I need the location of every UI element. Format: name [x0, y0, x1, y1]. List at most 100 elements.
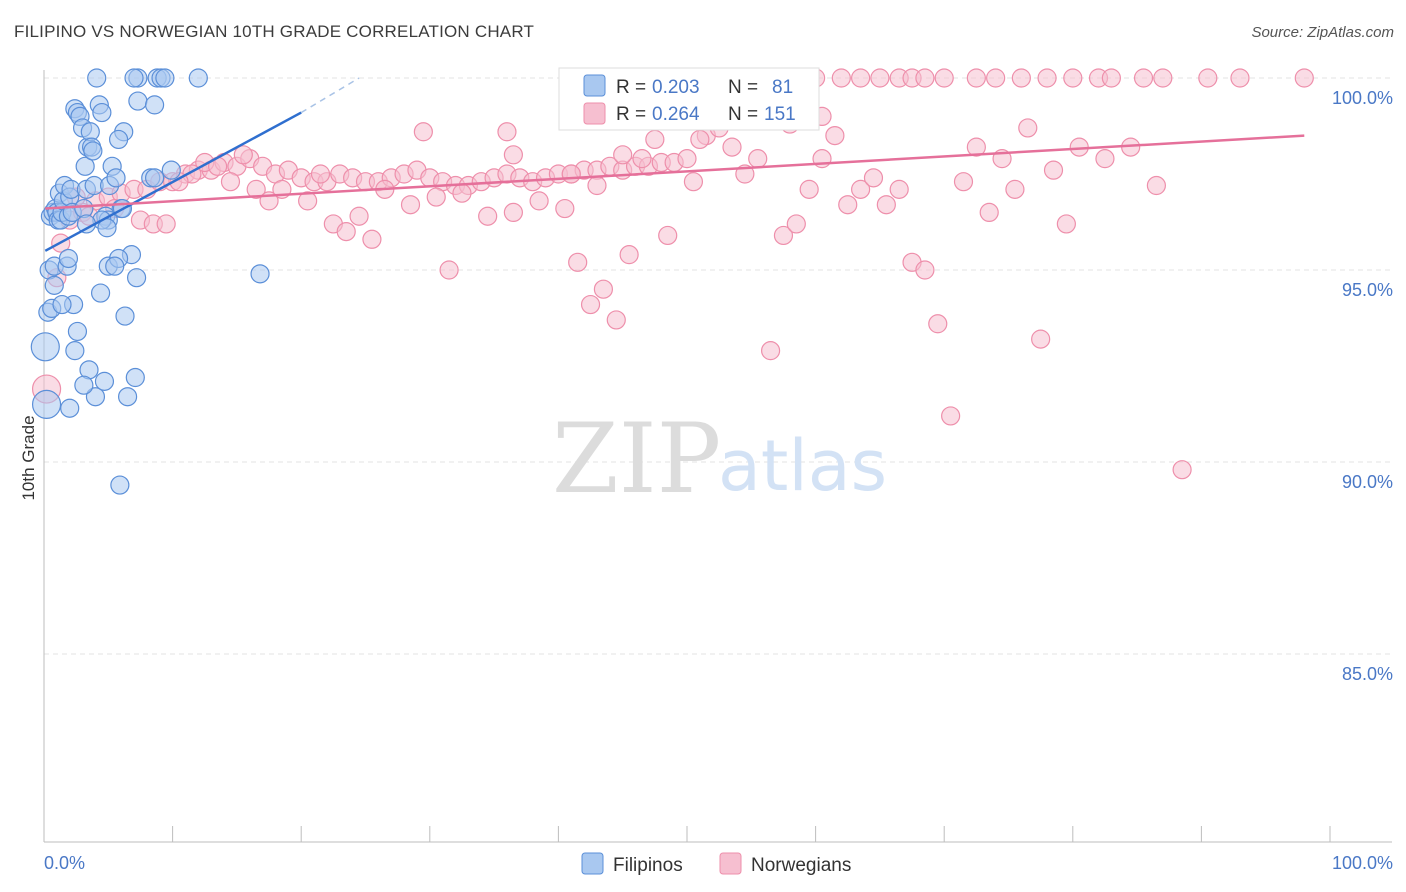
norwegians-point [863, 168, 884, 188]
y-tick-label-0: 100.0% [1332, 88, 1393, 108]
x-tick-label-min: 0.0% [44, 853, 85, 873]
filipinos-point [126, 268, 147, 288]
filipinos-point [128, 91, 148, 111]
watermark-zip: ZIP [552, 403, 721, 515]
filipinos-point [117, 387, 138, 407]
norwegians-point [503, 145, 523, 165]
legend-swatch-filipinos [583, 74, 606, 97]
norwegians-point [1153, 68, 1173, 88]
norwegians-point [851, 179, 871, 199]
norwegians-point [1146, 175, 1166, 196]
x-tick-label-max: 100.0% [1332, 853, 1393, 873]
norwegians-point [831, 68, 851, 88]
norwegians-point [677, 149, 697, 169]
filipinos-point [31, 389, 62, 419]
filipinos-point [144, 168, 165, 188]
norwegians-point [310, 164, 331, 184]
norwegians-point [1133, 68, 1154, 88]
x-ticks [43, 826, 1331, 842]
filipinos-point [58, 248, 79, 269]
norwegians-point [825, 126, 845, 146]
norwegians-point [986, 68, 1006, 88]
filipinos-trendline-extension [300, 77, 360, 114]
norwegians-point [452, 183, 472, 203]
norwegians-point [298, 191, 318, 211]
norwegians-trendline [45, 134, 1305, 210]
series-legend: Filipinos Norwegians [581, 852, 851, 876]
y-tick-label-3: 85.0% [1342, 664, 1393, 684]
norwegians-point [1037, 68, 1057, 88]
filipinos-point [65, 341, 85, 361]
norwegians-point [632, 149, 652, 169]
chart-title: FILIPINO VS NORWEGIAN 10TH GRADE CORRELA… [14, 22, 535, 41]
filipinos-point [87, 68, 107, 88]
norwegians-point [580, 294, 601, 315]
filipinos-point [115, 306, 135, 326]
norwegians-point [593, 279, 614, 299]
filipinos-point [90, 283, 111, 303]
norwegians-point [760, 341, 781, 361]
filipinos-point [144, 95, 165, 115]
norwegians-point [1294, 68, 1314, 88]
y-axis-label: 10th Grade [19, 415, 38, 500]
y-tick-label-2: 90.0% [1342, 472, 1393, 492]
norwegians-point [1198, 68, 1218, 88]
watermark: ZIP atlas [552, 403, 887, 515]
filipinos-point [74, 375, 94, 395]
axes [43, 70, 1392, 843]
filipinos-point [83, 141, 103, 161]
norwegians-point [683, 172, 704, 192]
norwegians-point [851, 68, 871, 88]
norwegians-point [413, 122, 433, 142]
norwegians-point [529, 191, 549, 211]
norwegians-point [568, 252, 588, 272]
legend-filipinos-r-label: R = [616, 77, 646, 98]
norwegians-point [870, 68, 890, 88]
norwegians-point [1005, 179, 1025, 199]
filipinos-point [105, 256, 125, 276]
filipinos-point [52, 294, 72, 315]
norwegians-point [156, 214, 176, 234]
filipinos-points [30, 68, 270, 495]
norwegians-point [1063, 68, 1083, 88]
norwegians-point [587, 175, 607, 196]
filipinos-point [106, 168, 126, 188]
norwegians-point [478, 206, 498, 226]
norwegians-point [953, 172, 974, 192]
norwegians-point [619, 245, 639, 265]
norwegians-point [928, 314, 948, 334]
series-legend-filipinos: Filipinos [613, 855, 683, 876]
norwegians-point [1172, 460, 1192, 480]
norwegians-point [1056, 214, 1076, 234]
filipinos-point [125, 367, 145, 388]
norwegians-point [555, 198, 575, 219]
legend-norwegians-r-value: 0.264 [652, 104, 700, 125]
filipinos-point [92, 102, 112, 123]
series-legend-norwegians: Norwegians [751, 855, 851, 876]
filipinos-point [124, 68, 144, 88]
norwegians-point [915, 68, 935, 88]
norwegians-point [400, 195, 421, 215]
norwegians-point [966, 68, 986, 88]
legend-filipinos-r-value: 0.203 [652, 77, 700, 98]
norwegians-point [889, 179, 909, 199]
norwegians-point [876, 195, 896, 215]
norwegians-point [426, 187, 446, 207]
norwegians-point [722, 137, 742, 157]
filipinos-trendline [44, 111, 302, 252]
norwegians-point [1018, 118, 1038, 138]
series-legend-swatch-norwegians [719, 852, 742, 875]
watermark-atlas: atlas [718, 425, 887, 507]
legend-filipinos-n-value: 81 [772, 77, 793, 98]
legend-filipinos-n-label: N = [728, 77, 758, 98]
trendlines [44, 77, 1305, 252]
norwegians-point [439, 260, 459, 280]
norwegians-point [1043, 160, 1064, 180]
norwegians-point [1011, 68, 1031, 88]
norwegians-point [1230, 68, 1250, 88]
filipinos-point [94, 371, 115, 391]
norwegians-point [979, 202, 999, 222]
norwegians-point [786, 214, 806, 234]
norwegians-point [934, 68, 954, 88]
norwegians-point [220, 172, 241, 192]
